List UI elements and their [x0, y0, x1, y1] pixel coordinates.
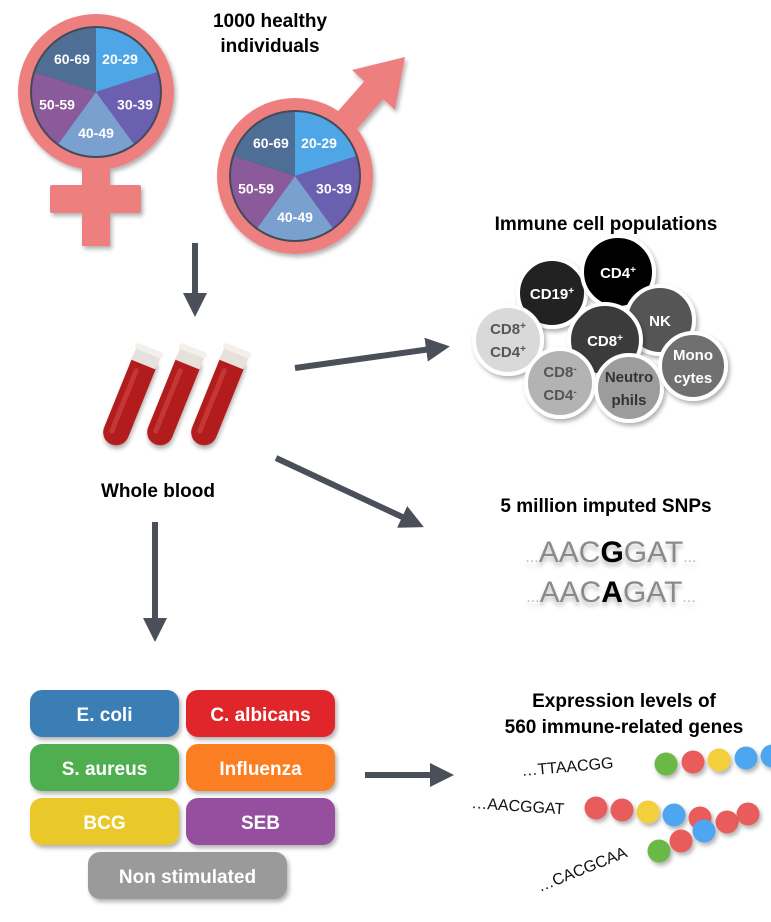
blood-tubes-icon [103, 343, 252, 446]
blood-tube [147, 343, 208, 446]
population-title-line2: individuals [220, 36, 319, 57]
expression-bead [647, 839, 671, 863]
blood-tube [191, 343, 252, 446]
snps-title: 5 million imputed SNPs [500, 496, 711, 517]
age-label: 30-39 [316, 181, 352, 197]
cell-label: Neutro [605, 369, 653, 386]
cell-label: Mono [673, 347, 713, 364]
expression-bead [584, 796, 608, 820]
stimulus-influenza[interactable]: Influenza [186, 744, 335, 791]
cells-title: Immune cell populations [495, 214, 718, 235]
pie-slice-50-59 [32, 72, 96, 144]
expression-bead [662, 803, 686, 827]
whole-blood-label: Whole blood [101, 481, 215, 502]
cell-label: phils [611, 392, 646, 409]
cell-label: CD4+ [600, 265, 636, 283]
stimulus-label: S. aureus [62, 759, 148, 780]
age-label: 50-59 [39, 97, 75, 113]
arrow-blood-to-snps [274, 455, 424, 528]
age-label: 30-39 [117, 97, 153, 113]
age-label: 40-49 [277, 209, 313, 225]
flow-arrows [143, 243, 454, 787]
cell-label: CD8- [543, 364, 576, 382]
blood-tube [103, 343, 164, 446]
cell-label: CD8+ [490, 321, 526, 339]
pie-slice-20-29 [295, 112, 356, 176]
stimulus-non-stimulated[interactable]: Non stimulated [88, 852, 287, 899]
age-label: 40-49 [78, 125, 114, 141]
gene-string: …TTAACGG [521, 744, 771, 780]
age-label: 60-69 [54, 51, 90, 67]
age-label: 20-29 [102, 51, 138, 67]
stimulus-label: BCG [83, 813, 125, 834]
pie-slice-20-29 [96, 28, 157, 92]
expression-bead [610, 798, 634, 822]
cell-label: CD8+ [587, 333, 623, 351]
expression-bead [734, 746, 758, 770]
cell-cd8poscd4pos: CD8+ CD4+ [472, 304, 544, 376]
cell-label: cytes [674, 370, 712, 387]
pie-slice-40-49 [58, 92, 134, 157]
cell-monocytes: Mono cytes [658, 331, 728, 401]
stimulus-label: SEB [241, 813, 280, 834]
pie-slice-60-69 [234, 112, 295, 176]
stimulus-e-coli[interactable]: E. coli [30, 690, 179, 737]
gene-string: …AACGGAT [471, 795, 712, 830]
stimulus-label: Non stimulated [119, 867, 256, 888]
expression-bead [681, 750, 705, 774]
snp-row: ...AACGGAT... [525, 536, 696, 569]
age-label: 60-69 [253, 135, 289, 151]
cell-label: CD4- [543, 387, 576, 405]
pie-slice-30-39 [295, 156, 359, 228]
age-label: 50-59 [238, 181, 274, 197]
expression-title-line1: Expression levels of [532, 691, 716, 712]
stimulus-s-aureus[interactable]: S. aureus [30, 744, 179, 791]
expression-title-line2: 560 immune-related genes [505, 717, 744, 738]
arrow-blood-to-cells [294, 337, 450, 371]
age-label: 20-29 [301, 135, 337, 151]
expression-bead [736, 802, 760, 826]
stimuli-buttons: E. coli C. albicans S. aureus Influenza BCG S… [30, 690, 335, 899]
expression-bead [692, 819, 716, 843]
stimulus-seb[interactable]: SEB [186, 798, 335, 845]
pie-slice-60-69 [35, 28, 96, 92]
snp-row: ...AACAGAT... [526, 576, 696, 609]
stimulus-label: Influenza [219, 759, 302, 780]
expression-bead [669, 829, 693, 853]
cell-cd8negcd4neg: CD8- CD4- [524, 347, 596, 419]
expression-bead [707, 748, 731, 772]
expression-bead [760, 744, 771, 768]
cell-cd19pos: CD19+ [516, 257, 588, 329]
population-title-line1: 1000 healthy [213, 11, 327, 32]
gene-sequence: …TTAACGG [521, 755, 614, 780]
cell-label: NK [649, 313, 671, 330]
pie-slice-40-49 [257, 176, 333, 240]
stimulus-c-albicans[interactable]: C. albicans [186, 690, 335, 737]
gene-sequence: …CACGCAA [535, 844, 630, 896]
cell-neutrophils: Neutro phils [594, 353, 664, 423]
gene-sequence: …AACGGAT [471, 795, 565, 818]
snp-sequences: ...AACGGAT... ...AACAGAT... [525, 536, 696, 609]
expression-bead [654, 752, 678, 776]
expression-bead [715, 810, 739, 834]
stimulus-label: E. coli [77, 705, 133, 726]
stimulus-label: C. albicans [210, 705, 310, 726]
stimulus-bcg[interactable]: BCG [30, 798, 179, 845]
pie-slice-50-59 [231, 156, 295, 228]
pie-slice-30-39 [96, 72, 161, 144]
expression-bead [636, 800, 660, 824]
immune-cells: CD19+ CD4+ NK CD8+ CD4+ CD8+ CD8- CD4- Neutro phi… [472, 234, 728, 423]
cell-label: CD4+ [490, 344, 526, 362]
gene-expression-strings: …TTAACGG …AACGGAT …CACGCAA [471, 744, 771, 896]
cell-label: CD19+ [530, 286, 574, 304]
